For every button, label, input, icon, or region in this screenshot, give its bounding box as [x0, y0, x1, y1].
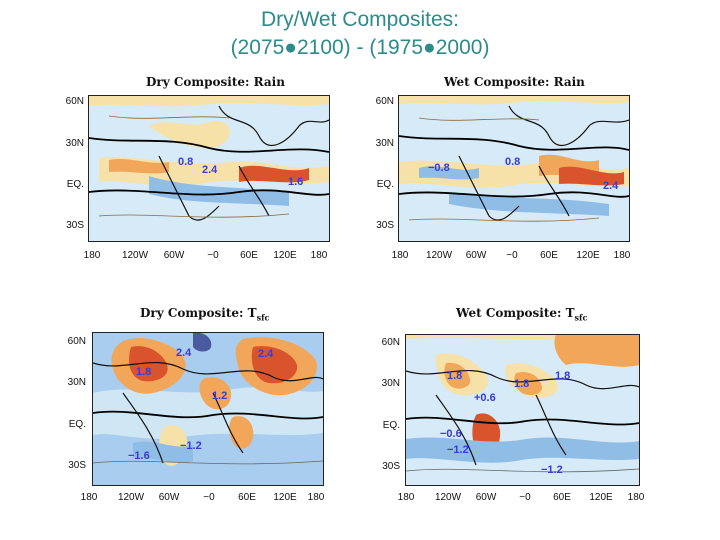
- lat-label-60n: 60N: [65, 96, 84, 107]
- lat-label-30s: 30S: [376, 220, 394, 231]
- lon-label-60e: 60E: [240, 250, 258, 261]
- lat-label-60n: 60N: [375, 96, 394, 107]
- value-label: 1.6: [288, 176, 304, 188]
- value-label: +0.6: [474, 392, 496, 404]
- lon-label-0: −0: [519, 492, 531, 503]
- rain-anomaly-map: [398, 95, 630, 242]
- lon-label-120e: 120E: [273, 492, 297, 503]
- lat-label-30n: 30N: [375, 138, 394, 149]
- value-label: 2.4: [202, 164, 218, 176]
- lon-label-0: −0: [203, 492, 215, 503]
- lat-label-30s: 30S: [382, 461, 400, 472]
- lat-label-30s: 30S: [66, 220, 84, 231]
- panel-title: Dry Composite: Rain: [146, 75, 285, 89]
- slide-title-line-2: (2075●2100) - (1975●2000): [230, 36, 490, 59]
- lat-label-eq: EQ.: [66, 179, 84, 190]
- panel-title: Dry Composite: Tsfc: [140, 306, 269, 322]
- temperature-anomaly-map: [405, 334, 640, 486]
- panel-title-subscript: sfc: [256, 312, 270, 323]
- value-label: 1.8: [514, 378, 530, 390]
- lon-label-120w: 120W: [425, 250, 453, 261]
- value-label: 2.4: [176, 347, 192, 359]
- lon-label-60e: 60E: [238, 492, 256, 503]
- lon-label-180-east: 180: [307, 492, 325, 503]
- value-label: 1.8: [555, 370, 571, 382]
- lon-label-180: 180: [397, 492, 415, 503]
- lon-label-60w: 60W: [158, 492, 180, 503]
- panel-title: Wet Composite: Tsfc: [456, 306, 587, 322]
- panel-title-text: Wet Composite: T: [456, 306, 575, 320]
- lat-label-30n: 30N: [65, 138, 84, 149]
- lon-label-60w: 60W: [475, 492, 497, 503]
- lon-label-180: 180: [83, 250, 101, 261]
- lat-label-eq: EQ.: [68, 419, 86, 430]
- value-label: 1.2: [212, 390, 228, 402]
- slide-title-line-1: Dry/Wet Composites:: [261, 8, 459, 31]
- lon-label-120e: 120E: [576, 250, 600, 261]
- value-label: −1.6: [128, 450, 150, 462]
- lon-label-120e: 120E: [273, 250, 297, 261]
- value-label: 1.8: [136, 366, 152, 378]
- lon-label-180-east: 180: [613, 250, 631, 261]
- value-label: 0.8: [178, 156, 194, 168]
- panel-title-text: Wet Composite: Rain: [444, 75, 585, 89]
- lon-label-180-east: 180: [310, 250, 328, 261]
- lon-label-60e: 60E: [553, 492, 571, 503]
- lon-label-60w: 60W: [465, 250, 487, 261]
- value-label: 2.4: [603, 180, 619, 192]
- lon-label-180: 180: [80, 492, 98, 503]
- lon-label-0: −0: [506, 250, 518, 261]
- value-label: 0.8: [505, 156, 521, 168]
- panel-title-subscript: sfc: [574, 312, 588, 323]
- lat-label-60n: 60N: [381, 337, 400, 348]
- lat-label-60n: 60N: [67, 336, 86, 347]
- value-label: 2.4: [258, 348, 274, 360]
- lat-label-eq: EQ.: [382, 420, 400, 431]
- lon-label-180-east: 180: [627, 492, 645, 503]
- value-label: −0.6: [440, 428, 462, 440]
- value-label: −1.2: [180, 440, 202, 452]
- value-label: −1.2: [447, 444, 469, 456]
- value-label: −1.2: [541, 464, 563, 476]
- lon-label-120e: 120E: [589, 492, 613, 503]
- value-label: 1.8: [447, 370, 463, 382]
- lat-label-30n: 30N: [381, 378, 400, 389]
- lon-label-60e: 60E: [540, 250, 558, 261]
- lon-label-0: −0: [207, 250, 219, 261]
- lon-label-120w: 120W: [117, 492, 145, 503]
- lon-label-120w: 120W: [121, 250, 149, 261]
- panel-title-text: Dry Composite: Rain: [146, 75, 285, 89]
- lon-label-180: 180: [391, 250, 409, 261]
- panel-title-text: Dry Composite: T: [140, 306, 257, 320]
- panel-title: Wet Composite: Rain: [444, 75, 585, 89]
- lat-label-eq: EQ.: [376, 179, 394, 190]
- value-label: −0.8: [428, 162, 450, 174]
- lon-label-60w: 60W: [163, 250, 185, 261]
- lat-label-30s: 30S: [68, 460, 86, 471]
- lon-label-120w: 120W: [434, 492, 462, 503]
- lat-label-30n: 30N: [67, 377, 86, 388]
- rain-anomaly-map: [88, 95, 330, 242]
- temperature-anomaly-map: [92, 332, 324, 486]
